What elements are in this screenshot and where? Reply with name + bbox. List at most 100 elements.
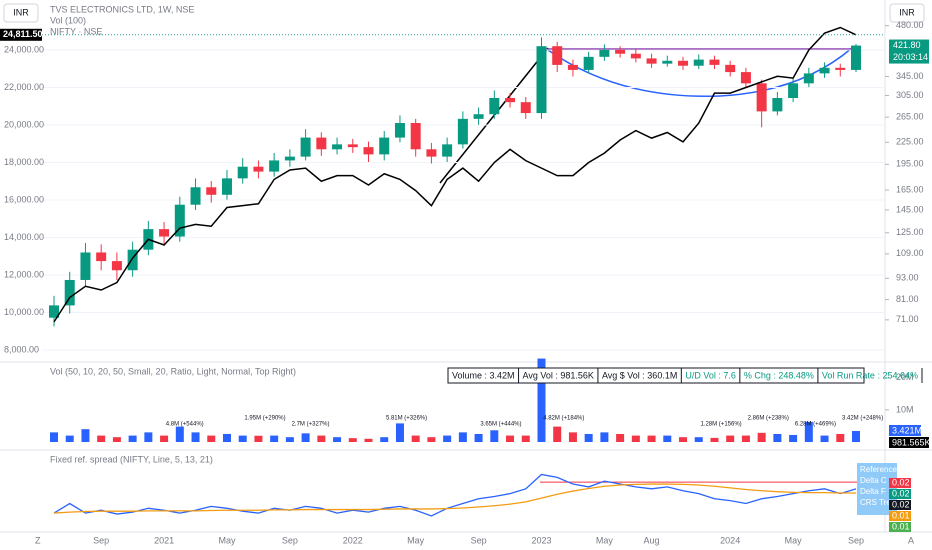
candle-body — [442, 144, 453, 157]
candle-body — [190, 187, 201, 205]
legend-value-box — [889, 500, 911, 510]
y-tick-label: 8,000.00 — [4, 344, 39, 354]
stats-box — [447, 367, 865, 384]
avg-box — [889, 437, 929, 448]
x-tick-label: May — [218, 535, 236, 545]
candle-body — [489, 98, 500, 115]
currency-button[interactable] — [889, 3, 925, 23]
candle-body — [803, 73, 814, 84]
volume-bar — [364, 438, 373, 442]
volume-bar — [600, 432, 609, 442]
volume-bar — [175, 426, 184, 442]
volume-bar — [65, 435, 74, 442]
y-tick-label: 20M — [896, 372, 914, 382]
legend-value: 0.02 — [892, 499, 910, 509]
x-tick-label: May — [596, 535, 614, 545]
volume-bar — [679, 437, 688, 442]
volume-annotation: 4.82M (+184%) — [543, 416, 584, 422]
volume-bar — [804, 421, 813, 442]
volume-bar — [270, 435, 279, 442]
volume-annotation: 2.7M (+327%) — [292, 422, 330, 428]
y-tick-label: 12,000.00 — [4, 269, 44, 279]
candle-body — [851, 45, 861, 70]
candle-body — [426, 149, 437, 157]
spread-line — [53, 473, 857, 517]
legend-name: Delta F — [860, 487, 886, 496]
volume-annotation: 5.81M (+326%) — [386, 416, 427, 422]
candle-body — [473, 114, 484, 119]
candle-body — [347, 144, 358, 148]
candle-body — [159, 229, 170, 237]
currency: INR — [13, 7, 29, 17]
volume-bar — [741, 435, 750, 442]
volume-bar — [490, 430, 499, 442]
candle-body — [819, 67, 830, 74]
candle-body — [300, 137, 311, 157]
volume-bar — [285, 437, 294, 442]
volume-bar — [458, 432, 467, 442]
y-tick-label: 16,000.00 — [4, 194, 44, 204]
candle-body — [64, 279, 75, 306]
volume-bar — [773, 433, 782, 442]
x-tick-label: Sep — [471, 535, 487, 545]
legend-value-box — [889, 511, 911, 521]
volume-bar — [584, 433, 593, 442]
volume-bar — [631, 435, 640, 442]
last-box — [889, 425, 921, 436]
x-tick-label: 2022 — [343, 535, 363, 545]
y-tick-label: 10M — [896, 404, 914, 414]
y-tick-label: 20,000.00 — [4, 119, 44, 129]
price-label: 421.80 — [893, 40, 921, 50]
last-value: 3.421M — [892, 425, 922, 435]
candle-body — [96, 252, 107, 262]
candle-body — [284, 156, 295, 161]
toolbar-icon[interactable]: Z — [35, 535, 41, 545]
volume-bar — [852, 431, 860, 442]
volume-bar — [616, 433, 625, 442]
legend-value-box — [889, 489, 911, 499]
stat: Avg $ Vol : 360.1M — [602, 370, 677, 380]
volume-bar — [820, 435, 829, 442]
candle-body — [693, 59, 704, 66]
toolbar-icon[interactable]: A — [908, 535, 914, 545]
candle-body — [379, 137, 390, 155]
candle-body — [583, 56, 594, 70]
x-tick-label: Aug — [644, 535, 660, 545]
currency: INR — [899, 7, 915, 17]
x-tick-label: Sep — [848, 535, 864, 545]
candle-body — [237, 166, 248, 179]
y2-tick-label: 195.00 — [896, 159, 924, 169]
candle-body — [835, 67, 846, 70]
candle-body — [253, 166, 264, 172]
candle-body — [111, 261, 122, 271]
x-tick-label: May — [785, 535, 803, 545]
y2-tick-label: 71.00 — [896, 314, 919, 324]
candle-body — [457, 118, 468, 145]
volume-bar — [553, 426, 562, 442]
legend-name: Delta C — [860, 476, 887, 485]
volume-bar — [128, 435, 137, 442]
avg-value: 981.565K — [892, 437, 931, 447]
volume-annotation: 4.8M (+544%) — [166, 422, 204, 428]
candle-body — [174, 204, 185, 237]
candle-body — [80, 252, 91, 280]
symbol-title: TVS ELECTRONICS LTD, 1W, NSE — [50, 4, 194, 14]
candle-body — [662, 60, 673, 64]
candle-body — [740, 72, 751, 84]
y-tick-label: 24,000.00 — [4, 44, 44, 54]
volume-bar — [521, 435, 530, 442]
volume-annotation: 1.28M (+156%) — [700, 422, 741, 428]
candle-body — [269, 160, 280, 172]
compare-legend: NIFTY · NSE — [50, 26, 102, 36]
legend-value: 0.02 — [892, 488, 910, 498]
volume-bar — [207, 435, 216, 442]
stat: Volume : 3.42M — [452, 370, 515, 380]
volume-bar — [663, 435, 672, 442]
candle-body — [678, 60, 689, 66]
currency-button[interactable] — [3, 3, 39, 23]
x-tick-label: 2023 — [531, 535, 551, 545]
volume-bar — [474, 433, 483, 442]
countdown: 20:03:14 — [893, 52, 928, 62]
volume-bar — [789, 434, 798, 442]
volume-bar — [836, 433, 845, 442]
